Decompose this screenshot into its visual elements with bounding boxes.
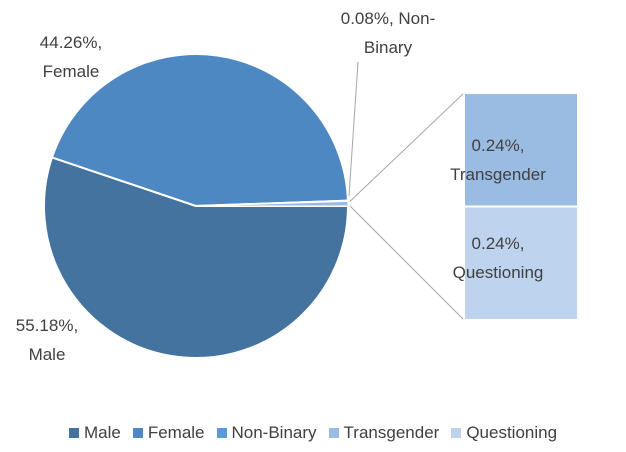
pie-slice-other (195, 200, 349, 207)
pie-slice (43, 156, 350, 359)
leader-line (348, 61, 359, 197)
legend-label: Transgender (343, 423, 440, 442)
connector (349, 92, 465, 202)
bar-segment (463, 92, 579, 208)
legend: Male Female Non-Binary Transgender Questioni… (0, 423, 626, 443)
legend-swatch (328, 428, 339, 438)
legend-item: Transgender (328, 423, 440, 443)
legend-label: Non-Binary (231, 423, 317, 442)
legend-swatch (451, 428, 462, 438)
data-label: 0.24%, Questioning (452, 233, 544, 282)
data-label: 55.18%, Male (15, 315, 79, 364)
legend-item: Non-Binary (216, 423, 317, 443)
legend-item: Female (132, 423, 205, 443)
data-label: 44.26%, Female (39, 32, 103, 81)
legend-swatch (216, 428, 227, 438)
data-label: 0.24%, Transgender (450, 135, 546, 184)
connector (349, 205, 465, 321)
legend-item: Male (68, 423, 121, 443)
legend-swatch (68, 428, 79, 438)
legend-label: Male (83, 423, 121, 442)
bar-segment (463, 205, 579, 321)
legend-item: Questioning (451, 423, 557, 443)
legend-swatch (132, 428, 143, 438)
data-label: 0.08%, Non-Binary (340, 8, 436, 57)
pie-slice (50, 53, 349, 208)
legend-label: Female (147, 423, 205, 442)
legend-label: Questioning (466, 423, 558, 442)
